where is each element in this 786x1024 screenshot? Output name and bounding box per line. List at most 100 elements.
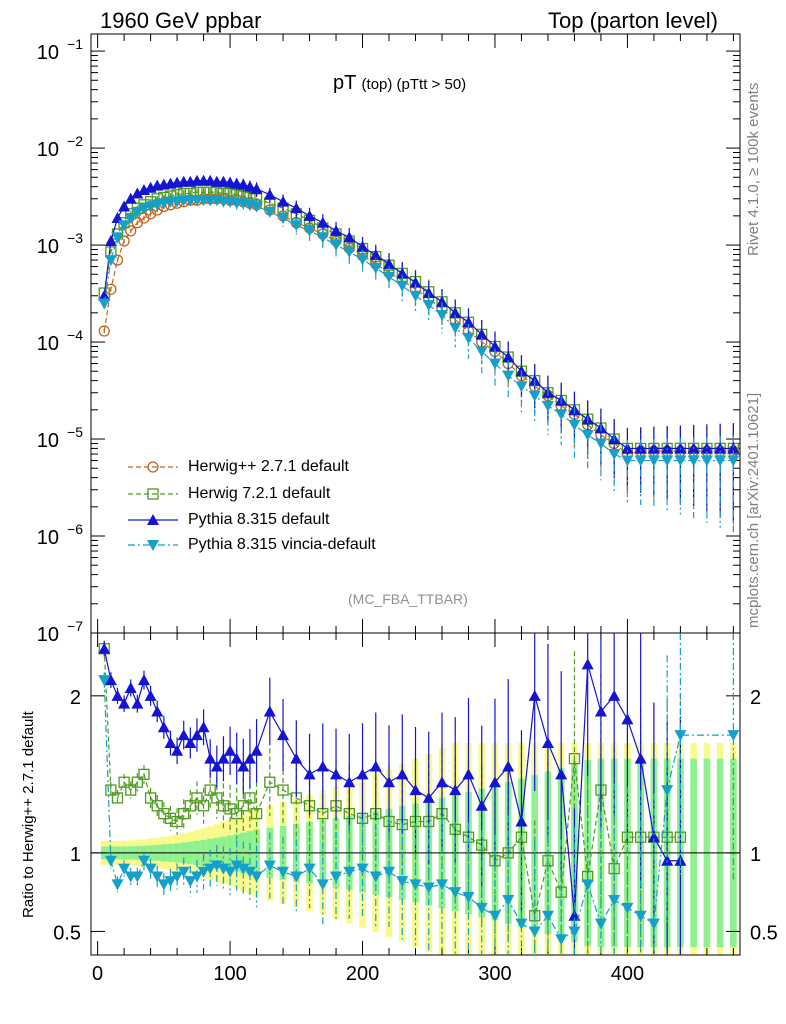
ratio-data-point [568,926,581,938]
main-y-tick-label: 10 [37,333,59,355]
ratio-data-point [151,800,163,812]
data-point [316,232,329,244]
ratio-data-point [237,800,249,812]
ratio-data-point [190,871,203,883]
data-point [488,340,501,352]
legend-entry-2 [128,514,178,525]
legend-marker [147,514,159,525]
ratio-data-point [647,831,660,843]
ratio-data-point [263,860,276,872]
legend-marker [147,461,159,473]
ratio-data-point [98,675,111,687]
legend-entry-0 [128,461,178,473]
data-point [555,409,568,421]
ratio-data-point [475,902,488,914]
ratio-data-point [171,744,184,756]
ratio-data-point [164,876,177,888]
ratio-data-point [541,736,554,748]
x-tick-label: 0 [92,963,103,985]
ratio-y-axis-label: Ratio to Herwig++ 2.7.1 default [20,711,37,918]
data-point [700,455,713,467]
ratio-data-point [250,871,263,883]
data-point [303,225,316,237]
ratio-data-point [184,736,197,748]
ratio-data-point [634,910,647,922]
ratio-data-point [515,815,528,827]
ratio-data-point [190,729,203,741]
ratio-data-point [131,871,144,883]
ratio-data-point [528,926,541,938]
ratio-data-point [204,863,217,875]
legend-label-herwigpp: Herwig++ 2.7.1 default [188,458,349,475]
ratio-data-point [488,910,501,922]
ratio-data-point [164,736,177,748]
ratio-data-point [217,800,230,812]
ratio-data-point [217,863,230,875]
main-y-tick-exponent: −2 [67,133,83,149]
ratio-data-point [502,895,515,907]
plot-title: pT (top) (pTtt > 50) [333,72,466,95]
header-process: Top (parton level) [548,8,718,33]
data-point [462,316,475,328]
ratio-data-point [356,768,369,780]
ratio-data-point [104,674,117,686]
ratio-y-tick-label: 2 [70,687,81,709]
data-point [502,351,515,363]
ratio-y-tick-label: 1 [70,844,81,866]
ratio-data-point [674,730,687,742]
data-point [330,224,343,236]
data-point [475,346,488,358]
series-line [103,180,734,450]
data-point [290,220,303,232]
ratio-data-point [581,879,594,891]
data-point [687,455,700,467]
data-point [383,271,396,283]
ratio-data-point [330,768,343,780]
ratio-data-point [316,760,329,772]
ratio-data-point [555,934,568,946]
main-y-tick-label: 10 [37,430,59,452]
main-series-3 [98,195,740,534]
ratio-data-point [541,910,554,922]
data-point [449,306,462,318]
data-point [462,333,475,345]
main-y-tick-label: 10 [37,139,59,161]
data-point [250,182,263,194]
ratio-data-point [124,681,137,693]
main-y-tick-label: 10 [37,527,59,549]
ratio-data-point [488,776,501,788]
ratio-data-point [356,863,369,875]
ratio-data-point [224,866,237,878]
ratio-data-point [343,776,356,788]
ratio-data-point [449,784,462,796]
data-point [661,442,674,454]
ratio-data-point [409,784,422,796]
data-point [541,400,554,412]
ratio-data-point [230,752,243,764]
ratio-data-point [515,918,528,930]
data-point [727,442,740,454]
ratio-data-point [369,871,382,883]
data-point [714,455,727,467]
ratio-data-point [435,879,448,891]
data-point [98,289,111,301]
ratio-data-point [144,792,157,804]
ratio-data-point [191,792,203,804]
ratio-data-point [462,768,475,780]
legend-entry-1 [128,488,178,500]
ratio-data-point [137,855,150,867]
data-point [111,232,124,244]
legend-label-pythia: Pythia 8.315 default [188,511,330,528]
ratio-data-point [409,879,422,891]
ratio-data-point [396,768,409,780]
main-y-tick-label: 10 [37,624,59,646]
ratio-data-point [144,863,157,875]
data-point [104,235,117,247]
ratio-data-point [164,812,177,824]
data-point [435,295,448,307]
ratio-data-point [157,721,170,733]
ratio-data-point [118,697,131,709]
data-point [647,455,660,467]
ratio-data-point [211,792,223,804]
ratio-data-point [204,752,217,764]
